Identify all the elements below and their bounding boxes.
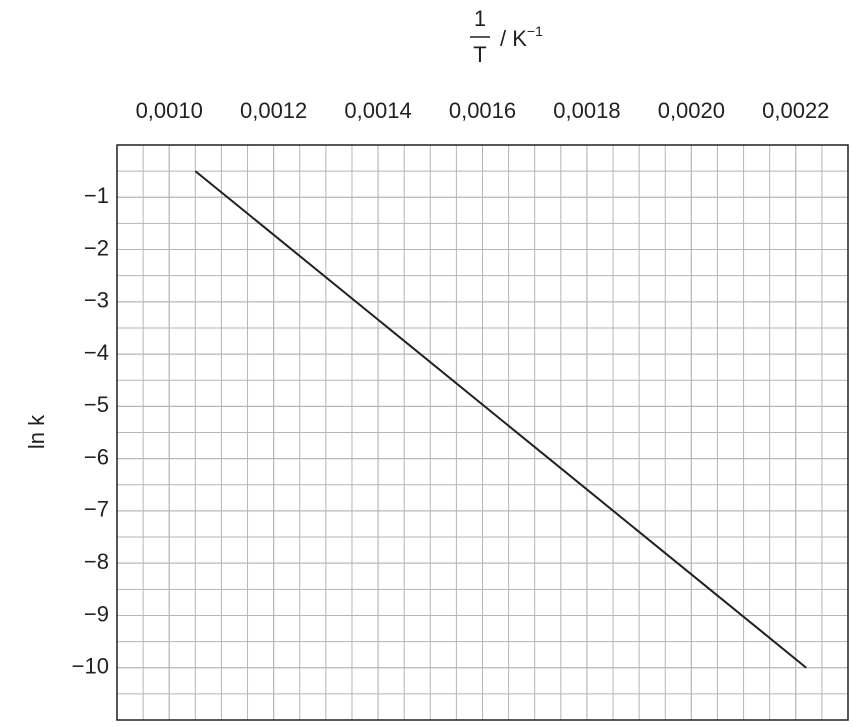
x-tick-label: 0,0022	[762, 98, 829, 123]
y-tick-label: −7	[84, 497, 109, 522]
y-tick-label: −6	[84, 444, 109, 469]
y-tick-label: −10	[72, 654, 109, 679]
x-tick-label: 0,0016	[449, 98, 516, 123]
y-tick-label: −9	[84, 601, 109, 626]
y-tick-label: −8	[84, 549, 109, 574]
y-tick-label: −2	[84, 235, 109, 260]
y-tick-label: −5	[84, 392, 109, 417]
x-tick-label: 0,0010	[136, 98, 203, 123]
x-label-exponent: −1	[527, 23, 543, 39]
data-line	[194, 170, 807, 669]
x-tick-label: 0,0020	[658, 98, 725, 123]
x-label-numerator: 1	[474, 6, 486, 31]
plot-frame	[116, 144, 849, 721]
x-label-unit: / K−1	[500, 23, 543, 51]
x-label-denominator: T	[473, 42, 486, 67]
x-label-unit-text: / K	[500, 26, 527, 51]
x-tick-label: 0,0014	[344, 98, 411, 123]
y-tick-label: −1	[84, 183, 109, 208]
x-tick-label: 0,0012	[240, 98, 307, 123]
y-label: ln k	[24, 414, 49, 449]
y-tick-label: −4	[84, 340, 109, 365]
x-tick-label: 0,0018	[553, 98, 620, 123]
y-tick-label: −3	[84, 288, 109, 313]
